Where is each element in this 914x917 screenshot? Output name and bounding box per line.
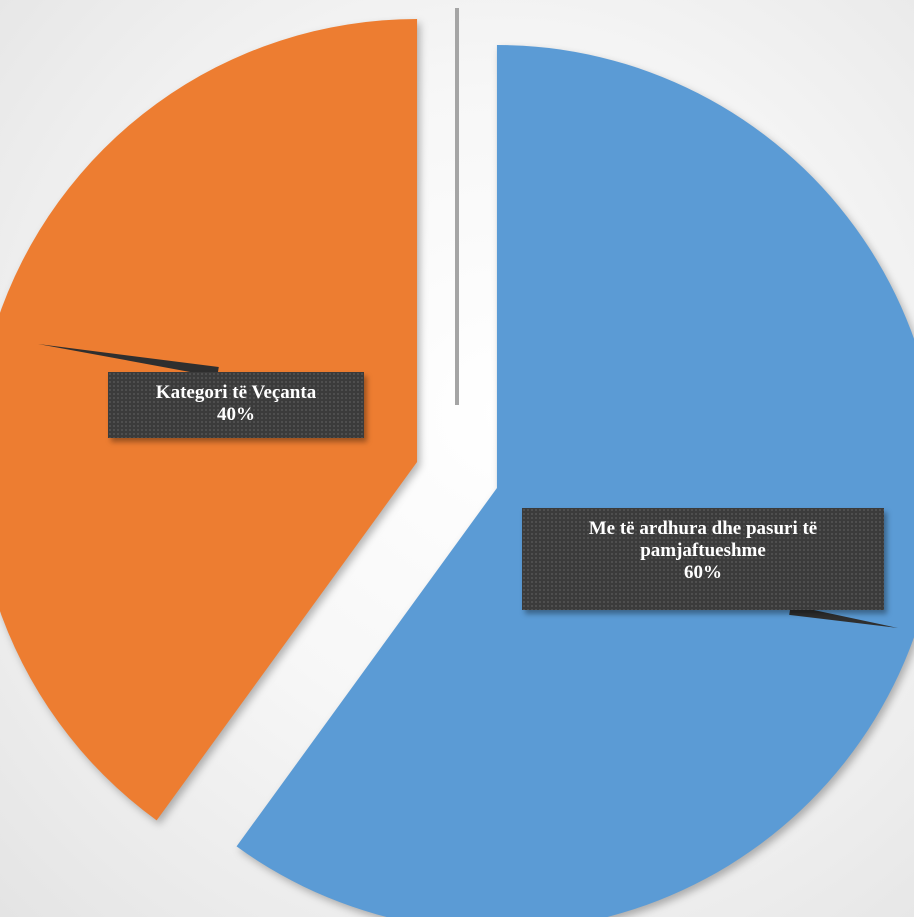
data-label-category-line-1: Me të ardhura dhe pasuri të <box>588 518 818 539</box>
data-label-kategori-te-vecanta: Kategori të Veçanta 40% <box>108 372 364 438</box>
data-label-me-te-ardhura: Me të ardhura dhe pasuri të pamjaftueshm… <box>522 508 884 610</box>
data-label-value: 60% <box>684 562 722 583</box>
leader-line-kategori <box>38 344 219 377</box>
data-label-value: 40% <box>217 404 255 425</box>
data-label-category: Kategori të Veçanta <box>155 382 317 403</box>
pie-slice-0 <box>236 44 914 917</box>
data-label-category-line-2: pamjaftueshme <box>640 540 766 561</box>
leader-line-me-te-ardhura <box>789 605 898 628</box>
